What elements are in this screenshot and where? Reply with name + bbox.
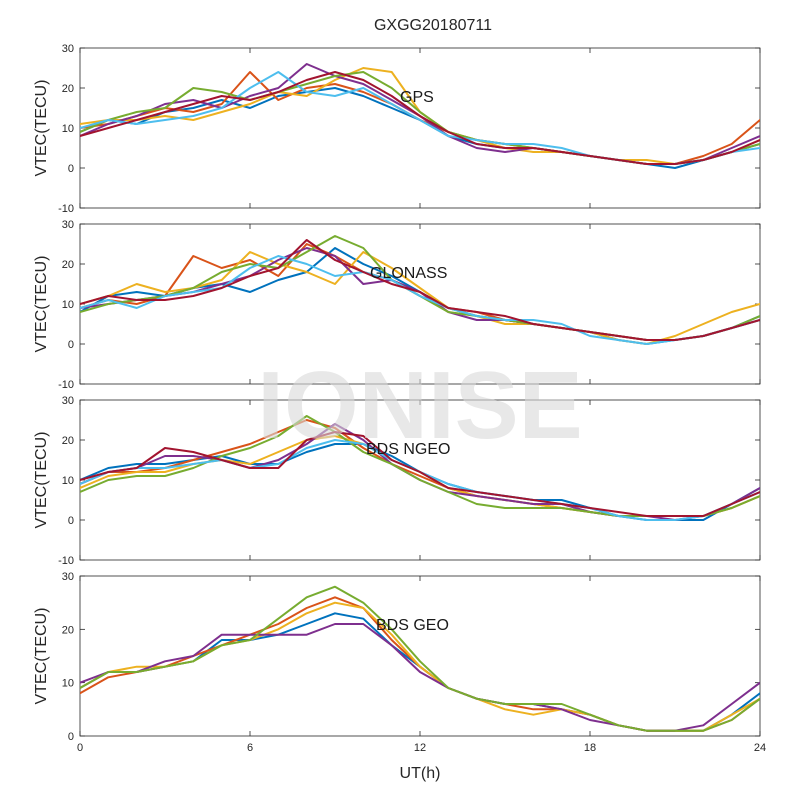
- panels: -10 0 10 20 30 GPS VTEC(TECU) -10 0 10 20 30 GLONASS…: [33, 43, 766, 754]
- y-tick-label: 30: [62, 571, 74, 583]
- y-tick-label: 10: [62, 475, 74, 487]
- y-tick-label: 10: [62, 299, 74, 311]
- y-tick-label: 30: [62, 219, 74, 231]
- x-tick-label: 18: [584, 742, 596, 754]
- series-line-6: [80, 239, 760, 341]
- y-tick-label: 0: [68, 163, 74, 175]
- panel-1: -10 0 10 20 30 GLONASS VTEC(TECU): [33, 219, 761, 391]
- y-tick-label: 20: [62, 259, 74, 271]
- y-tick-label: 10: [62, 123, 74, 135]
- series-line-4: [80, 585, 760, 732]
- y-tick-label: 0: [68, 731, 74, 743]
- y-tick-label: 20: [62, 83, 74, 95]
- series-line-6: [80, 431, 760, 517]
- series-group: [80, 63, 760, 169]
- y-tick-label: -10: [58, 379, 74, 391]
- x-axis-label: UT(h): [400, 765, 441, 782]
- y-axis-label: VTEC(TECU): [33, 80, 50, 177]
- panel-label: BDS NGEO: [366, 441, 450, 458]
- series-line-5: [80, 255, 760, 345]
- y-tick-label: 20: [62, 435, 74, 447]
- y-axis-label: VTEC(TECU): [33, 608, 50, 705]
- y-tick-label: 30: [62, 43, 74, 55]
- plot-area: [79, 47, 761, 209]
- panel-label: BDS GEO: [376, 617, 449, 634]
- plot-area: [79, 575, 761, 737]
- panel-2: -10 0 10 20 30 BDS NGEO VTEC(TECU): [33, 395, 761, 567]
- x-tick-label: 24: [754, 742, 766, 754]
- chart-title: GXGG20180711: [374, 17, 492, 34]
- panel-3: 0 10 20 30 0 6 12 18 24 BDS GEO VTEC(TECU): [33, 571, 766, 754]
- y-tick-label: 0: [68, 339, 74, 351]
- y-tick-label: 20: [62, 624, 74, 636]
- series-group: [80, 415, 760, 521]
- y-tick-label: -10: [58, 555, 74, 567]
- y-tick-label: 0: [68, 515, 74, 527]
- y-axis-label: VTEC(TECU): [33, 432, 50, 529]
- y-axis-label: VTEC(TECU): [33, 256, 50, 353]
- panel-label: GLONASS: [370, 265, 447, 282]
- x-tick-label: 12: [414, 742, 426, 754]
- series-group: [80, 585, 760, 732]
- series-group: [80, 235, 760, 345]
- watermark-text: IONISE: [257, 352, 582, 459]
- series-line-6: [80, 71, 760, 165]
- y-tick-label: -10: [58, 203, 74, 215]
- y-tick-label: 30: [62, 395, 74, 407]
- y-tick-label: 10: [62, 678, 74, 690]
- panel-label: GPS: [400, 89, 434, 106]
- x-tick-label: 0: [77, 742, 83, 754]
- x-tick-label: 6: [247, 742, 253, 754]
- panel-0: -10 0 10 20 30 GPS VTEC(TECU): [33, 43, 761, 215]
